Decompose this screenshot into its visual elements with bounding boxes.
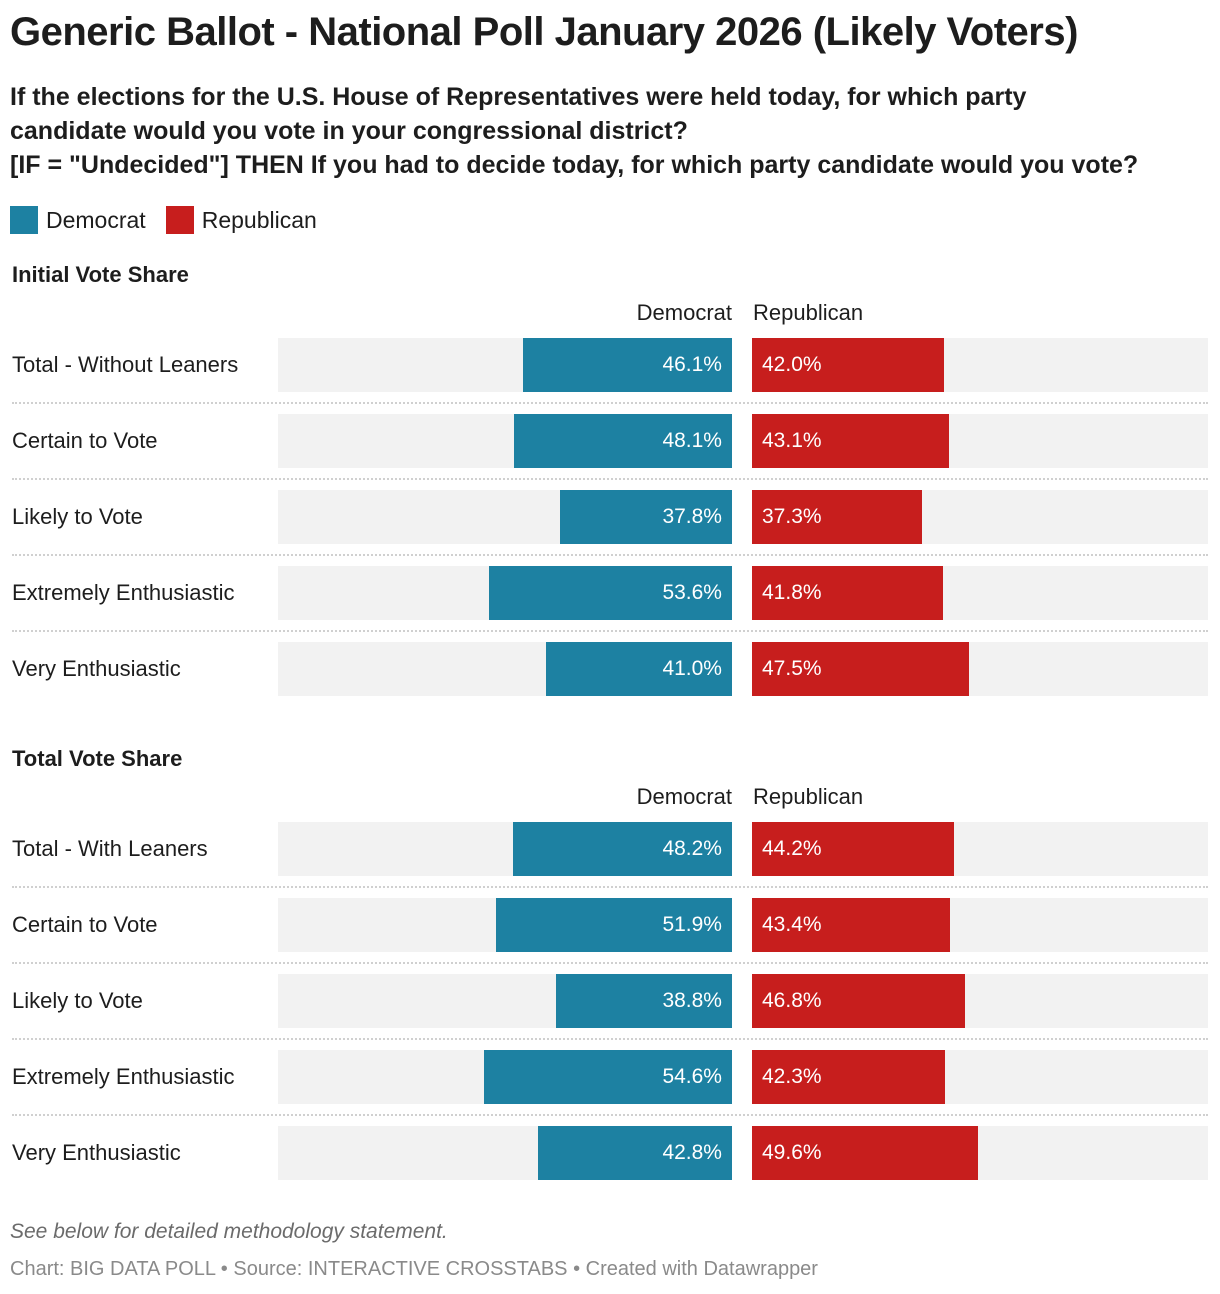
row-label: Total - Without Leaners (12, 352, 239, 377)
row-label: Very Enthusiastic (12, 1140, 181, 1165)
legend: Democrat Republican (10, 206, 337, 234)
column-header-republican: Republican (753, 300, 864, 325)
row-separator (12, 962, 1208, 964)
subtitle-line: candidate would you vote in your congres… (10, 117, 688, 145)
section-title: Total Vote Share (12, 746, 183, 771)
row-separator (12, 1038, 1208, 1040)
row-label: Extremely Enthusiastic (12, 1064, 235, 1089)
column-header-republican: Republican (753, 784, 864, 809)
methodology-note: See below for detailed methodology state… (10, 1220, 448, 1243)
row-label: Certain to Vote (12, 912, 158, 937)
chart-subtitle: If the elections for the U.S. House of R… (10, 80, 1210, 182)
bar-republican: 46.8% (752, 974, 966, 1028)
subtitle-line: If the elections for the U.S. House of R… (10, 83, 1027, 111)
bar-democrat: 48.2% (513, 822, 732, 876)
bar-republican: 37.3% (752, 490, 923, 544)
row-separator (12, 478, 1208, 480)
bar-democrat: 46.1% (522, 338, 732, 392)
bar-republican: 41.8% (752, 566, 943, 620)
row-label: Total - With Leaners (12, 836, 208, 861)
bar-republican: 44.2% (752, 822, 954, 876)
bar-democrat: 38.8% (555, 974, 732, 1028)
legend-swatch (10, 206, 38, 234)
row-separator (12, 554, 1208, 556)
bar-republican: 47.5% (752, 642, 969, 696)
section-title: Initial Vote Share (12, 262, 189, 287)
row-label: Very Enthusiastic (12, 656, 181, 681)
legend-swatch (165, 206, 194, 234)
bar-democrat: 53.6% (488, 566, 732, 620)
row-label: Certain to Vote (12, 428, 158, 453)
bar-republican: 42.3% (752, 1050, 945, 1104)
bar-democrat: 48.1% (513, 414, 732, 468)
bar-republican: 42.0% (752, 338, 944, 392)
bar-democrat: 41.0% (545, 642, 732, 696)
row-label: Likely to Vote (12, 988, 143, 1013)
column-header-democrat: Democrat (636, 300, 732, 325)
row-separator (12, 402, 1208, 404)
bar-republican: 49.6% (752, 1126, 979, 1180)
row-label: Likely to Vote (12, 504, 143, 529)
chart-credit: Chart: BIG DATA POLL • Source: INTERACTI… (10, 1258, 818, 1280)
legend-item-democrat: Democrat (10, 206, 146, 234)
row-separator (12, 630, 1208, 632)
legend-label: Republican (201, 206, 317, 233)
row-separator (12, 1114, 1208, 1116)
subtitle-line: [IF = "Undecided"] THEN If you had to de… (10, 151, 1139, 179)
bar-democrat: 37.8% (560, 490, 732, 544)
bar-republican: 43.4% (752, 898, 950, 952)
chart-title: Generic Ballot - National Poll January 2… (10, 10, 1078, 54)
legend-item-republican: Republican (165, 206, 317, 234)
column-header-democrat: Democrat (636, 784, 732, 809)
row-separator (12, 886, 1208, 888)
bar-democrat: 54.6% (484, 1050, 732, 1104)
row-label: Extremely Enthusiastic (12, 580, 235, 605)
bar-democrat: 51.9% (496, 898, 732, 952)
legend-label: Democrat (46, 206, 146, 233)
bar-democrat: 42.8% (537, 1126, 732, 1180)
bar-republican: 43.1% (752, 414, 949, 468)
